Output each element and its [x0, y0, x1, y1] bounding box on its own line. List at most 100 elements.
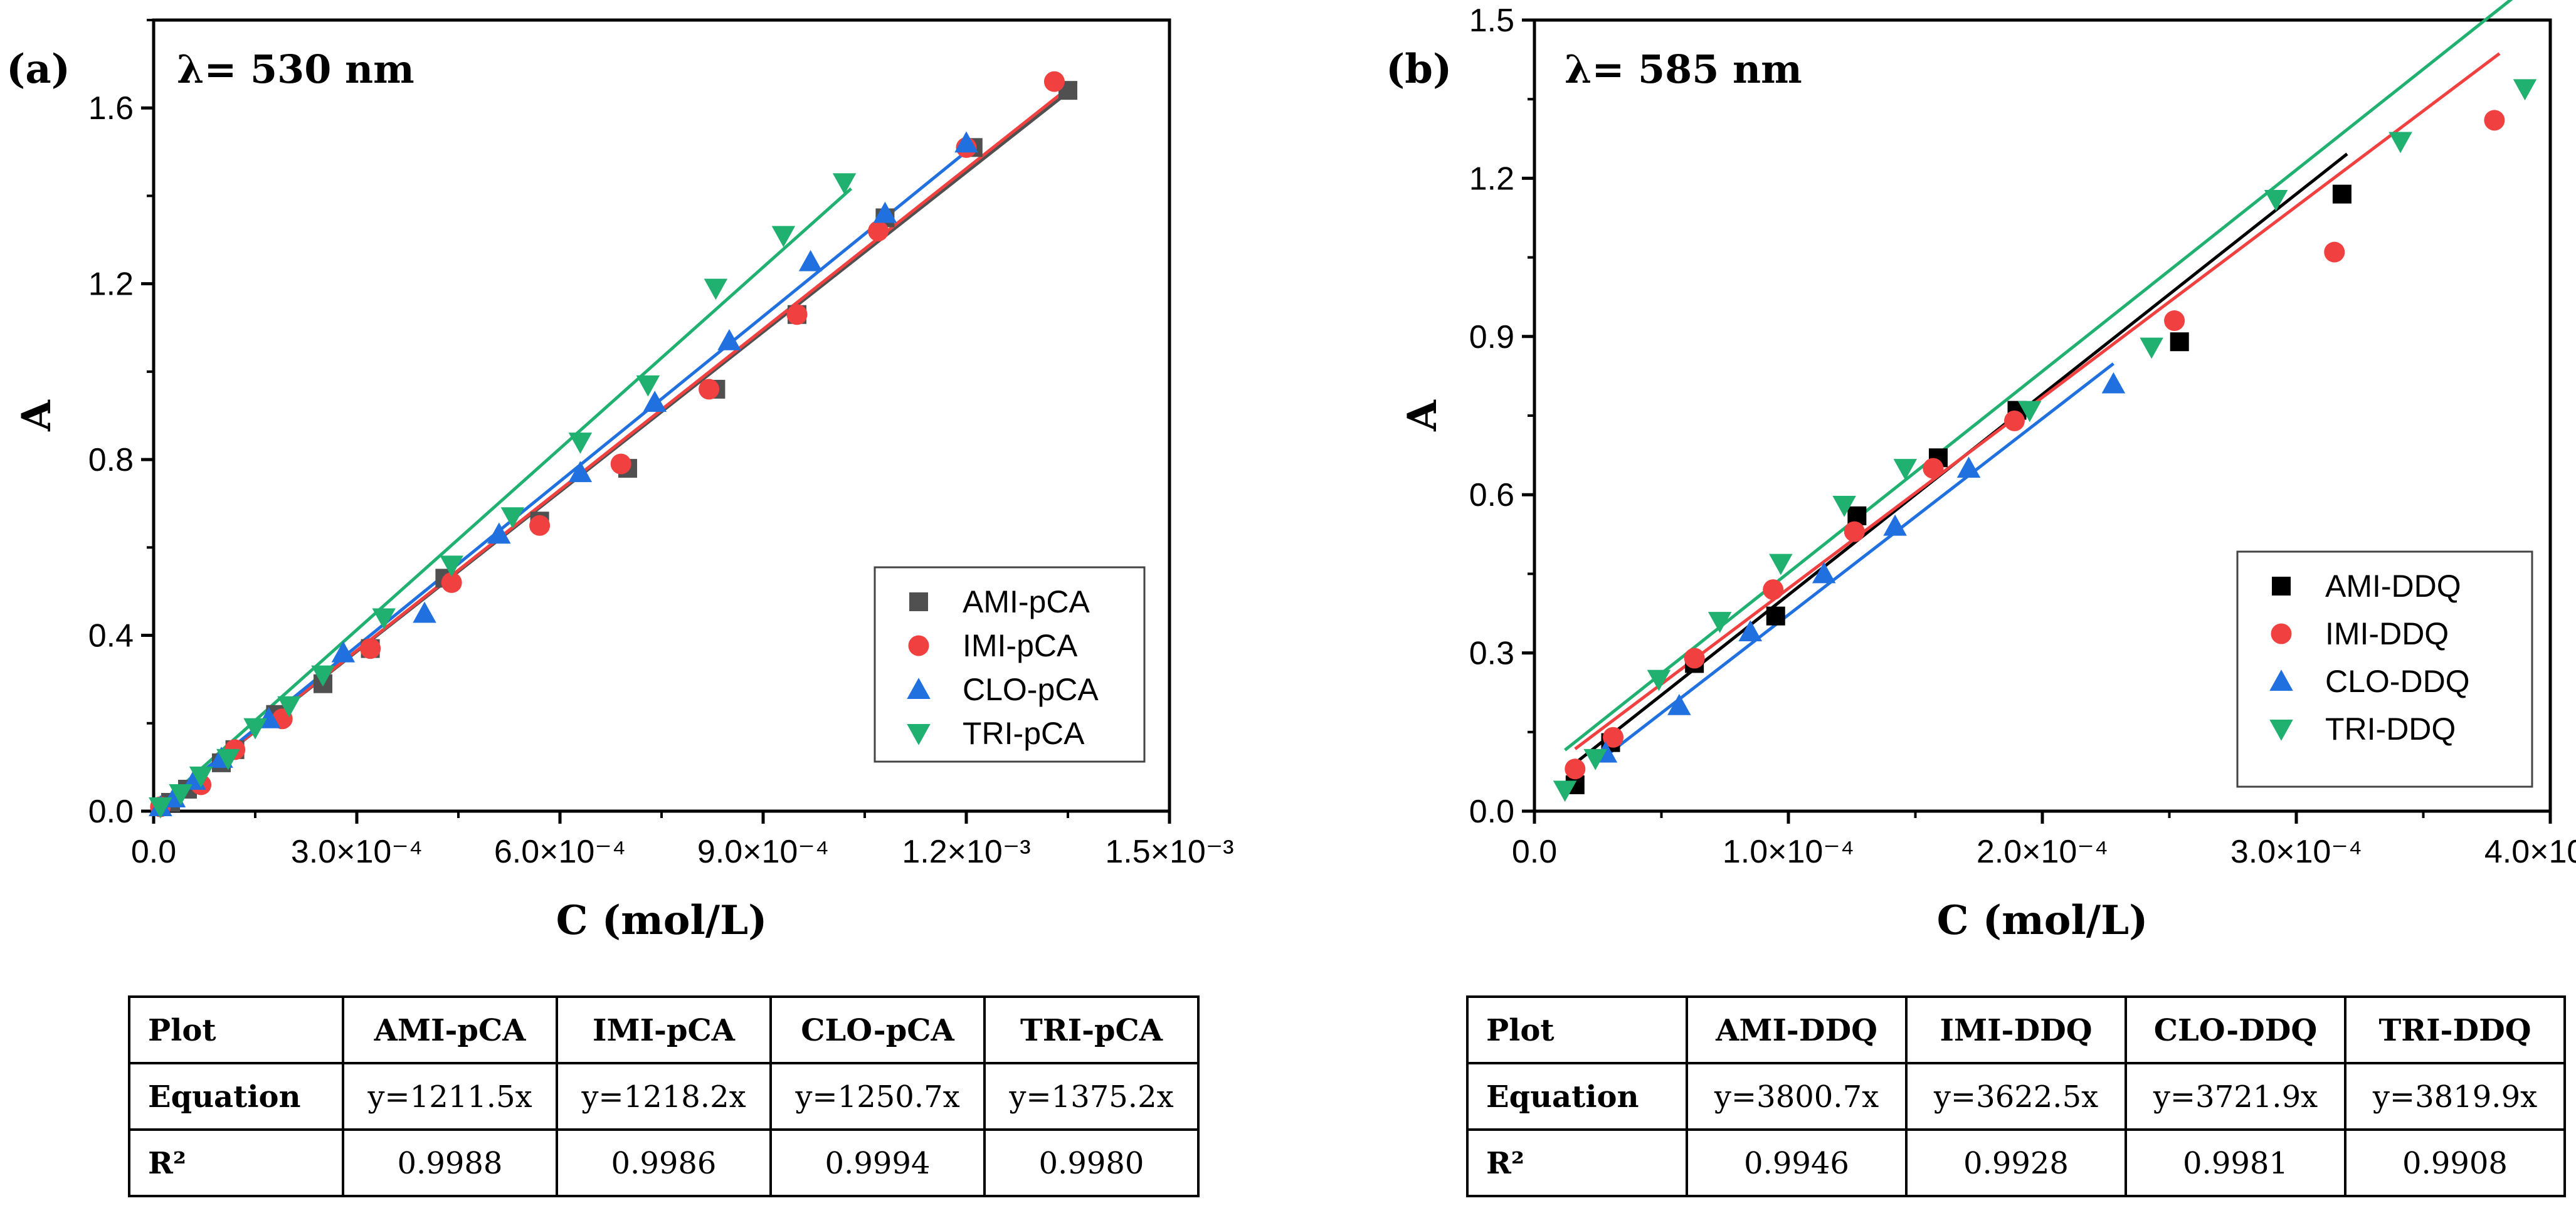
table-cell: y=3819.9x [2372, 1079, 2537, 1115]
y-tick-label: 0.9 [1469, 319, 1514, 355]
table-row-label: Equation [148, 1079, 300, 1115]
table-header-cell: CLO-DDQ [2154, 1013, 2318, 1048]
data-point [568, 461, 593, 483]
table-row-label: Equation [1486, 1079, 1639, 1115]
data-point [2018, 401, 2042, 423]
legend-marker [909, 592, 928, 611]
data-point [500, 507, 525, 529]
table-row-label: R² [148, 1146, 186, 1181]
data-point [2324, 241, 2345, 263]
panel-label: (b) [1386, 46, 1452, 93]
table-border [1466, 995, 2566, 1197]
y-tick-label: 0.0 [88, 794, 134, 830]
table-header-cell: AMI-DDQ [1715, 1013, 1877, 1048]
data-point [2332, 184, 2352, 204]
data-point [868, 221, 889, 242]
data-point [2484, 110, 2505, 131]
x-tick-label: 0.0 [131, 834, 176, 870]
table-cell: 0.9928 [1963, 1146, 2069, 1181]
data-table: Plot AMI-pCA IMI-pCA CLO-pCA TRI-pCA Equation… [128, 995, 1200, 1197]
table-header-cell: IMI-pCA [593, 1013, 736, 1048]
data-point [1684, 648, 1705, 669]
x-tick-label: 6.0×10⁻⁴ [494, 834, 626, 870]
x-axis-title: C (mol/L) [556, 897, 768, 944]
data-point [1956, 456, 1981, 478]
x-tick-label: 1.0×10⁻⁴ [1723, 834, 1854, 870]
data-point [1893, 459, 1918, 480]
data-point [2164, 310, 2185, 332]
data-point [169, 784, 193, 806]
data-point [643, 391, 667, 412]
data-point [360, 638, 381, 659]
legend-label: AMI-pCA [963, 584, 1090, 619]
data-point [717, 329, 741, 350]
data-point [487, 522, 511, 544]
data-point [1766, 606, 1785, 626]
x-tick-label: 9.0×10⁻⁴ [697, 834, 829, 870]
data-point [216, 748, 240, 770]
fit-line-clo-ddq [1604, 362, 2114, 758]
table-header-cell: Plot [148, 1013, 216, 1048]
data-point [1708, 612, 1732, 633]
legend-marker [907, 724, 931, 745]
table-cell: 0.9986 [611, 1146, 717, 1181]
data-point [1647, 669, 1671, 691]
data-point [2264, 190, 2288, 211]
data-point [529, 515, 551, 536]
data-point [1844, 521, 1865, 542]
y-axis-title: A [13, 399, 60, 432]
data-point [413, 601, 436, 623]
legend-label: IMI-DDQ [2325, 616, 2449, 651]
table-cell: 0.9994 [825, 1146, 931, 1181]
legend-label: CLO-pCA [963, 672, 1099, 707]
x-tick-label: 1.2×10⁻³ [902, 834, 1030, 870]
x-axis-title: C (mol/L) [1937, 897, 2148, 944]
y-tick-label: 1.2 [88, 266, 134, 303]
series-tri-ddq [1553, 79, 2537, 802]
table-cell: y=1375.2x [1008, 1079, 1173, 1115]
wavelength-annotation: λ= 530 nm [177, 46, 414, 92]
x-tick-label: 1.5×10⁻³ [1105, 834, 1233, 870]
legend-marker [2269, 669, 2293, 691]
table-cell: y=1250.7x [794, 1079, 959, 1115]
y-axis-title: A [1399, 399, 1446, 432]
x-tick-label: 4.0×10⁻⁴ [2484, 834, 2576, 870]
table-cell: 0.9988 [398, 1146, 503, 1181]
x-tick-label: 3.0×10⁻⁴ [2230, 834, 2362, 870]
series-tri-pca [149, 173, 857, 819]
table-header-cell: Plot [1486, 1013, 1555, 1048]
data-point [1603, 727, 1624, 748]
table-header-cell: IMI-DDQ [1940, 1013, 2092, 1048]
panel-a: 0.0 3.0×10⁻⁴ 6.0×10⁻⁴ 9.0×10⁻⁴ 1.2×10⁻³ 1.5×1… [6, 18, 1234, 1197]
x-tick-label: 0.0 [1512, 834, 1557, 870]
data-point [372, 608, 396, 630]
data-table: Plot AMI-DDQ IMI-DDQ CLO-DDQ TRI-DDQ Equation… [1466, 995, 2566, 1197]
data-point [2101, 372, 2126, 394]
legend-label: TRI-pCA [963, 716, 1085, 751]
y-tick-label: 1.6 [88, 90, 134, 127]
table-header-cell: CLO-pCA [801, 1013, 954, 1048]
data-point [1667, 693, 1691, 715]
data-point [189, 766, 213, 788]
legend-label: TRI-DDQ [2325, 711, 2456, 747]
data-point [1883, 514, 1907, 536]
data-point [331, 641, 356, 663]
series-imi-ddq [1565, 110, 2505, 780]
data-point [873, 201, 897, 223]
table-header-cell: TRI-pCA [1020, 1013, 1163, 1048]
table-cell: 0.9980 [1039, 1146, 1144, 1181]
data-point [1553, 780, 1577, 802]
table-header-cell: TRI-DDQ [2378, 1013, 2531, 1048]
table-cell: y=1211.5x [367, 1079, 532, 1115]
table-cell: y=3800.7x [1714, 1079, 1879, 1115]
panel-b: 0.0 1.0×10⁻⁴ 2.0×10⁻⁴ 3.0×10⁻⁴ 4.0×10⁻⁴ 0.0 0.… [1386, 0, 2576, 1197]
data-point [1763, 579, 1784, 601]
table-cell: 0.9981 [2183, 1146, 2288, 1181]
table-row-label: R² [1486, 1146, 1524, 1181]
data-point [636, 375, 660, 397]
data-point [149, 797, 172, 819]
data-point [2513, 79, 2537, 101]
legend-marker [907, 678, 931, 699]
y-tick-label: 0.3 [1469, 636, 1514, 672]
